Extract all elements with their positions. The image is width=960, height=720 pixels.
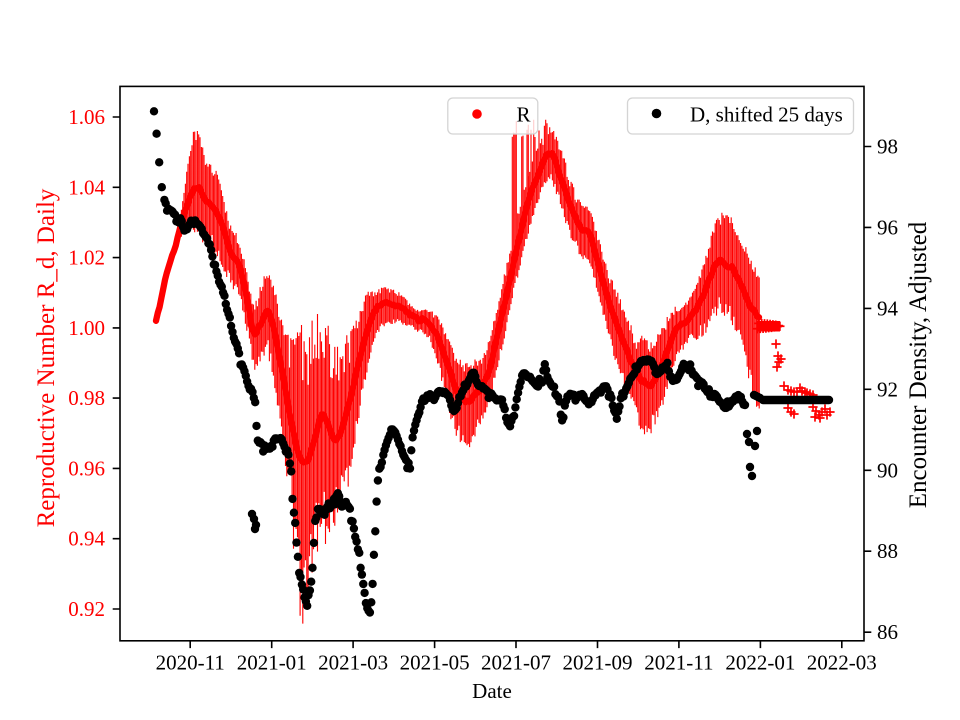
svg-text:90: 90 (877, 458, 898, 482)
svg-text:2021-01: 2021-01 (237, 651, 307, 675)
svg-text:2021-07: 2021-07 (481, 651, 551, 675)
svg-text:92: 92 (877, 377, 898, 401)
svg-text:86: 86 (877, 620, 898, 644)
svg-text:1.04: 1.04 (68, 175, 105, 199)
svg-text:94: 94 (877, 296, 899, 320)
svg-text:1.00: 1.00 (68, 316, 105, 340)
svg-text:1.06: 1.06 (68, 105, 105, 129)
svg-text:0.92: 0.92 (68, 597, 105, 621)
svg-text:88: 88 (877, 539, 898, 563)
svg-text:0.96: 0.96 (68, 456, 105, 480)
svg-text:0.94: 0.94 (68, 527, 105, 551)
svg-text:Reproductive Number R_d, Daily: Reproductive Number R_d, Daily (33, 188, 60, 527)
svg-text:D, shifted 25 days: D, shifted 25 days (690, 103, 843, 127)
svg-text:2020-11: 2020-11 (156, 651, 225, 675)
svg-text:2021-05: 2021-05 (400, 651, 470, 675)
svg-text:2022-03: 2022-03 (807, 651, 877, 675)
svg-text:0.98: 0.98 (68, 386, 105, 410)
svg-text:2021-03: 2021-03 (318, 651, 388, 675)
svg-text:R: R (517, 103, 531, 127)
svg-text:Date: Date (472, 679, 512, 703)
svg-text:2021-09: 2021-09 (563, 651, 633, 675)
svg-text:Encounter Density, Adjusted: Encounter Density, Adjusted (905, 221, 932, 508)
svg-text:1.02: 1.02 (68, 246, 105, 270)
svg-text:96: 96 (877, 215, 898, 239)
svg-text:2022-01: 2022-01 (725, 651, 795, 675)
svg-text:98: 98 (877, 135, 898, 159)
svg-text:2021-11: 2021-11 (644, 651, 713, 675)
